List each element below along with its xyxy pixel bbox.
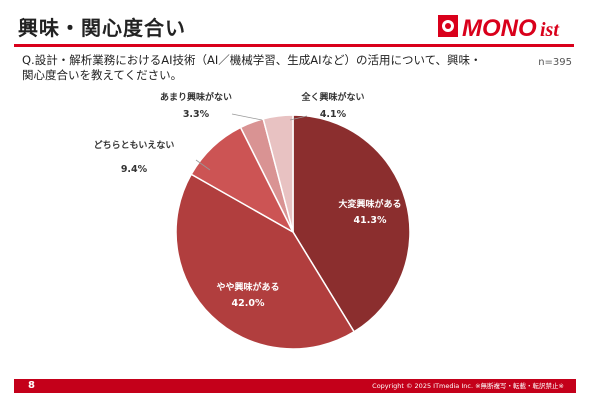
pie-slice-2 [175, 173, 356, 350]
survey-question: Q.設計・解析業務におけるAI技術（AI／機械学習、生成AIなど）の活用について… [22, 53, 482, 82]
slice-label-2: やや興味がある [216, 281, 279, 293]
slice-value-2: 42.0% [232, 298, 265, 309]
slice-value-5: 4.1% [320, 109, 347, 120]
slice-label-4: あまり興味がない [160, 91, 232, 103]
pie-slice-5 [262, 114, 294, 233]
slice-value-3: 9.4% [121, 164, 148, 175]
copyright-text: Copyright © 2025 ITmedia Inc. ※無断複写・転載・転… [372, 382, 564, 390]
slice-value-4: 3.3% [183, 109, 210, 120]
page-title: 興味・関心度合い [18, 16, 186, 40]
logo-main-text: MONO [462, 15, 537, 42]
footer-bar [14, 379, 576, 393]
page-number: 8 [28, 380, 35, 391]
slice-label-1: 大変興味がある [338, 198, 401, 210]
monoist-logo: MONO ist [438, 15, 560, 42]
pie-slice-1 [292, 114, 411, 333]
leader-line-4 [231, 113, 263, 121]
slice-value-1: 41.3% [354, 215, 387, 226]
slice-label-3: どちらともいえない [94, 139, 175, 151]
header-rule [14, 44, 574, 47]
leader-line-3 [195, 159, 211, 171]
leader-line-5 [289, 115, 308, 121]
slice-label-5: 全く興味がない [300, 91, 364, 103]
logo-suffix-text: ist [540, 19, 560, 41]
sample-size: n=395 [538, 57, 572, 68]
